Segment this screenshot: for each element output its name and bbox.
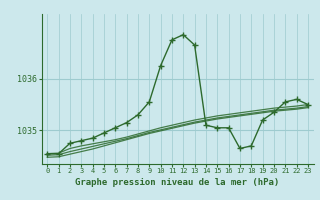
X-axis label: Graphe pression niveau de la mer (hPa): Graphe pression niveau de la mer (hPa) xyxy=(76,178,280,187)
